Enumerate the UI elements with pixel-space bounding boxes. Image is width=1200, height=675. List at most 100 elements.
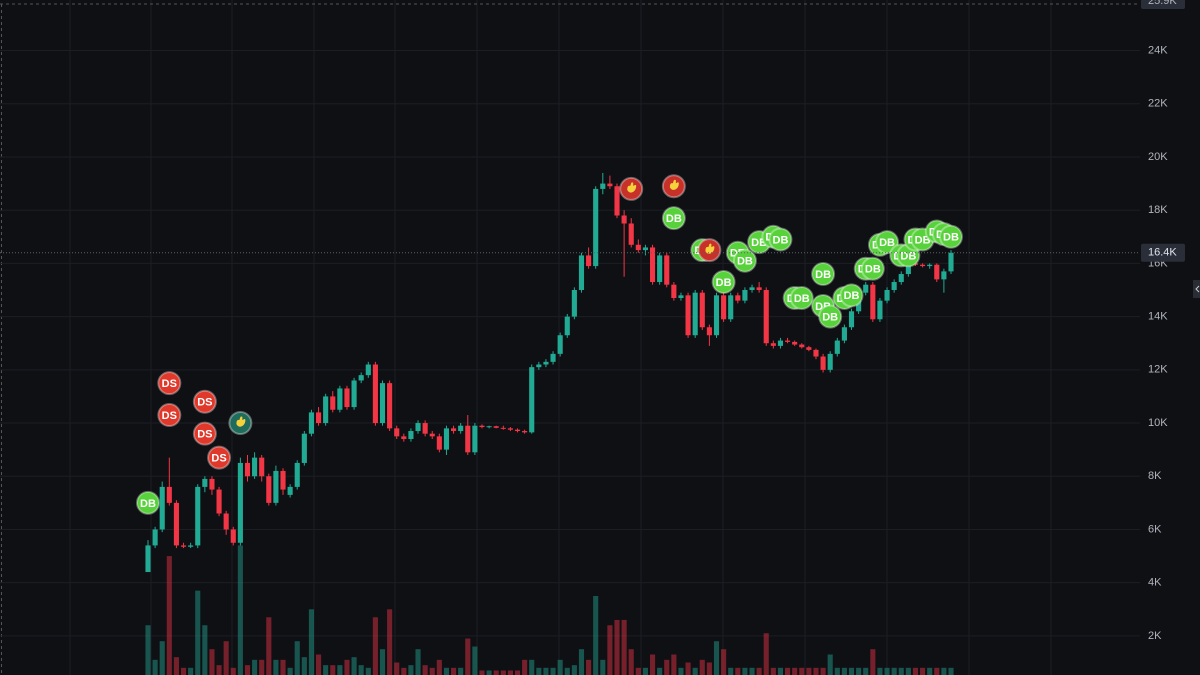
volume-bar — [372, 617, 378, 675]
volume-bar — [792, 667, 798, 675]
candle-body — [387, 383, 393, 429]
volume-bar — [379, 649, 386, 675]
volume-bar — [692, 667, 698, 675]
volume-bar — [678, 667, 684, 675]
signal-marker — [875, 230, 900, 255]
price-label: 16.4K — [1148, 247, 1177, 259]
candle-body — [180, 545, 187, 547]
signal-label: DB — [794, 293, 810, 305]
signal-marker — [136, 490, 160, 515]
y-tick-label: 18K — [1148, 204, 1168, 216]
candle-body — [486, 426, 492, 428]
volume-bar — [180, 667, 187, 675]
price-label-box — [1141, 243, 1185, 262]
candle-body — [848, 311, 855, 328]
signal-marker — [811, 262, 836, 287]
candle-body — [273, 470, 279, 503]
volume-bar — [870, 649, 876, 675]
volume-bar — [806, 667, 812, 675]
volume-bar — [166, 556, 172, 675]
candle-body — [472, 425, 478, 453]
candle-body — [451, 428, 457, 432]
candle-body — [699, 292, 705, 328]
volume-bar — [564, 667, 570, 675]
candle-body — [813, 349, 819, 357]
signal-marker — [818, 304, 843, 329]
volume-bar — [685, 662, 691, 675]
volume-bar — [216, 665, 222, 675]
volume-bar — [472, 646, 478, 675]
signal-label: DS — [162, 378, 177, 390]
volume-bar — [635, 667, 641, 675]
candle-body — [642, 247, 648, 251]
candle-body — [664, 255, 670, 285]
volume-bar — [458, 667, 464, 675]
volume-bar — [244, 665, 251, 675]
candle-body — [593, 188, 599, 267]
candle-body — [280, 470, 286, 490]
candle-body — [493, 426, 499, 428]
signal-label: DS — [211, 453, 226, 465]
volume-bar — [209, 649, 215, 675]
volume-bar — [266, 617, 272, 675]
volume-bar — [550, 667, 556, 675]
volume-bar — [365, 667, 371, 675]
candle-body — [678, 295, 684, 298]
volume-bar — [934, 667, 940, 675]
candle-body — [458, 425, 464, 432]
candle-body — [152, 529, 158, 546]
signal-marker — [711, 270, 736, 295]
volume-bar — [706, 662, 712, 675]
volume-bar — [273, 659, 279, 675]
candle-body — [507, 428, 513, 430]
candle-body — [266, 476, 272, 503]
candle-body — [287, 486, 293, 495]
volume-bar — [891, 667, 897, 675]
volume-bar — [252, 659, 258, 675]
volume-bar — [301, 657, 307, 675]
signal-marker — [207, 445, 232, 470]
candle-body — [721, 295, 727, 320]
volume-bar — [649, 654, 656, 675]
volume-bar — [713, 641, 720, 675]
y-tick-label: 20K — [1148, 151, 1168, 163]
candle-body — [941, 271, 947, 280]
candle-body — [479, 425, 485, 428]
volume-bar — [436, 659, 442, 675]
volume-bar — [777, 667, 784, 675]
volume-bar — [586, 659, 592, 675]
volume-bar — [898, 667, 904, 675]
candle-body — [308, 412, 315, 434]
volume-bar — [905, 667, 911, 675]
volume-bar — [941, 667, 947, 675]
candle-body — [905, 263, 911, 275]
candle-body — [784, 340, 791, 342]
candle-body — [713, 295, 720, 336]
volume-bar — [841, 667, 847, 675]
candle-body — [159, 486, 165, 530]
volume-bar — [721, 649, 727, 675]
volume-bar — [728, 667, 734, 675]
signal-label: DS — [197, 429, 212, 441]
candle-body — [628, 223, 634, 245]
volume-bar — [607, 625, 613, 675]
y-tick-label: 2K — [1148, 630, 1162, 642]
signal-label: DB — [900, 250, 916, 262]
volume-bar — [600, 659, 606, 675]
volume-bar — [543, 667, 549, 675]
vertical-grid — [69, 0, 1052, 675]
candle-body — [884, 290, 890, 301]
candle-body — [372, 364, 378, 424]
candle-body — [607, 183, 613, 187]
volume-bar — [912, 667, 919, 675]
volume-bar — [770, 667, 776, 675]
signal-icon — [627, 182, 637, 193]
candle-body — [671, 284, 677, 298]
volume-bar — [323, 665, 329, 675]
volume-bar — [784, 667, 791, 675]
volume-bar — [451, 667, 457, 675]
signal-label: DS — [197, 397, 212, 409]
candle-body — [337, 388, 343, 410]
